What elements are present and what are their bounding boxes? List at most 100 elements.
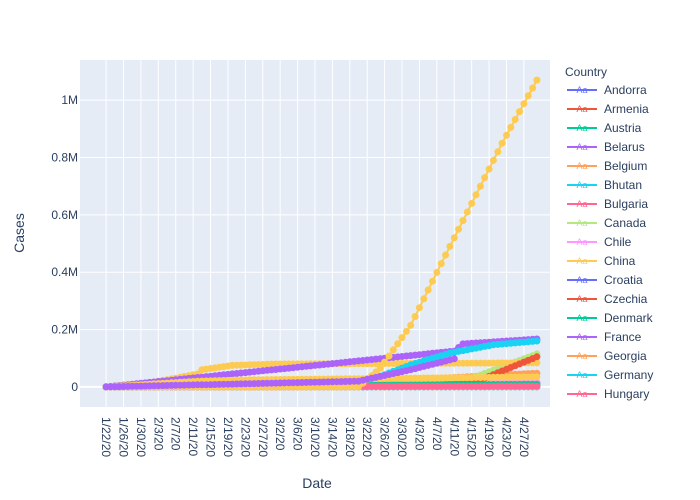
data-point: [468, 199, 476, 207]
data-point: [424, 286, 432, 294]
legend-label: Germany: [604, 368, 653, 382]
data-point: [498, 139, 506, 147]
data-point: [459, 217, 467, 225]
legend-item-czechia[interactable]: Aa Czechia: [567, 292, 648, 306]
legend-item-chile[interactable]: Aa Chile: [567, 235, 632, 249]
data-point: [429, 277, 436, 285]
legend-label: Belgium: [604, 159, 647, 173]
x-tick-label: 4/15/20: [465, 417, 479, 457]
legend-marker-glyph: Aa: [576, 313, 587, 323]
legend[interactable]: Country Aa Andorra Aa Armenia Aa Austria Aa Bel…: [565, 65, 654, 401]
legend-label: Andorra: [604, 83, 647, 97]
data-point: [529, 84, 537, 92]
legend-marker-glyph: Aa: [576, 389, 587, 399]
y-axis-title: Cases: [11, 213, 27, 253]
legend-marker-glyph: Aa: [576, 85, 587, 95]
legend-label: Czechia: [604, 292, 648, 306]
legend-marker-glyph: Aa: [576, 275, 587, 285]
data-point: [376, 364, 384, 372]
y-axis-ticks: 0 0.2M 0.4M 0.6M 0.8M 1M: [51, 93, 78, 394]
y-tick-label: 0.8M: [51, 151, 78, 165]
legend-item-georgia[interactable]: Aa Georgia: [567, 349, 647, 363]
legend-marker-glyph: Aa: [576, 104, 587, 114]
legend-label: Croatia: [604, 273, 643, 287]
data-point: [533, 76, 541, 84]
legend-marker-glyph: Aa: [576, 161, 587, 171]
data-point: [455, 225, 463, 233]
x-tick-label: 3/26/20: [378, 417, 392, 457]
series-unnamed-19[interactable]: [102, 355, 458, 391]
data-point: [524, 92, 532, 100]
data-point: [407, 321, 415, 329]
y-tick-label: 0: [71, 380, 78, 394]
x-tick-label: 1/30/20: [134, 417, 148, 457]
data-point: [398, 334, 406, 342]
legend-marker-glyph: Aa: [576, 180, 587, 190]
legend-label: Canada: [604, 216, 646, 230]
legend-marker-glyph: Aa: [576, 199, 587, 209]
legend-item-belgium[interactable]: Aa Belgium: [567, 159, 647, 173]
x-tick-label: 2/3/20: [151, 417, 165, 451]
data-point: [420, 295, 428, 303]
data-point: [533, 382, 541, 390]
data-point: [533, 373, 541, 381]
x-tick-label: 3/30/20: [395, 417, 409, 457]
legend-item-germany[interactable]: Aa Germany: [567, 368, 653, 382]
legend-item-armenia[interactable]: Aa Armenia: [567, 102, 649, 116]
data-point: [433, 268, 441, 276]
legend-marker-glyph: Aa: [576, 294, 587, 304]
legend-label: Austria: [604, 121, 642, 135]
data-point: [385, 352, 393, 360]
data-point: [437, 260, 445, 268]
legend-item-bhutan[interactable]: Aa Bhutan: [567, 178, 642, 192]
data-point: [415, 304, 423, 312]
data-point: [389, 346, 397, 354]
data-point: [411, 313, 419, 320]
series-layer: [102, 76, 541, 391]
x-tick-label: 1/26/20: [117, 417, 131, 457]
x-tick-label: 4/7/20: [430, 417, 444, 451]
x-tick-label: 3/2/20: [273, 417, 287, 451]
legend-marker-glyph: Aa: [576, 370, 587, 380]
data-point: [381, 358, 389, 366]
data-point: [503, 131, 510, 139]
legend-label: Belarus: [604, 140, 645, 154]
legend-title: Country: [565, 65, 607, 79]
data-point: [533, 353, 541, 361]
data-point: [516, 108, 523, 116]
data-point: [507, 123, 515, 131]
data-point: [511, 116, 519, 123]
data-point: [402, 327, 410, 335]
legend-item-bulgaria[interactable]: Aa Bulgaria: [567, 197, 648, 211]
x-tick-label: 4/11/20: [447, 417, 461, 456]
data-point: [442, 251, 450, 259]
data-point: [533, 337, 541, 345]
legend-item-austria[interactable]: Aa Austria: [567, 121, 642, 135]
data-point: [494, 148, 502, 156]
legend-item-china[interactable]: Aa China: [567, 254, 636, 268]
legend-label: Bulgaria: [604, 197, 648, 211]
legend-item-andorra[interactable]: Aa Andorra: [567, 83, 647, 97]
x-tick-label: 1/22/20: [99, 417, 113, 457]
x-tick-label: 2/11/20: [186, 417, 200, 456]
legend-label: Hungary: [604, 387, 649, 401]
x-tick-label: 2/19/20: [221, 417, 235, 457]
x-tick-label: 2/7/20: [169, 417, 183, 451]
legend-item-croatia[interactable]: Aa Croatia: [567, 273, 643, 287]
legend-marker-glyph: Aa: [576, 218, 587, 228]
data-point: [481, 174, 489, 182]
legend-item-belarus[interactable]: Aa Belarus: [567, 140, 645, 154]
legend-marker-glyph: Aa: [576, 123, 587, 133]
legend-item-france[interactable]: Aa France: [567, 330, 642, 344]
legend-marker-glyph: Aa: [576, 351, 587, 361]
legend-label: Denmark: [604, 311, 654, 325]
data-point: [520, 100, 528, 108]
legend-label: Armenia: [604, 102, 649, 116]
x-tick-label: 4/23/20: [499, 417, 513, 457]
data-point: [476, 182, 484, 190]
x-tick-label: 3/22/20: [360, 417, 374, 457]
legend-item-canada[interactable]: Aa Canada: [567, 216, 646, 230]
y-tick-label: 0.2M: [51, 323, 78, 337]
legend-item-denmark[interactable]: Aa Denmark: [567, 311, 654, 325]
legend-item-hungary[interactable]: Aa Hungary: [567, 387, 649, 401]
